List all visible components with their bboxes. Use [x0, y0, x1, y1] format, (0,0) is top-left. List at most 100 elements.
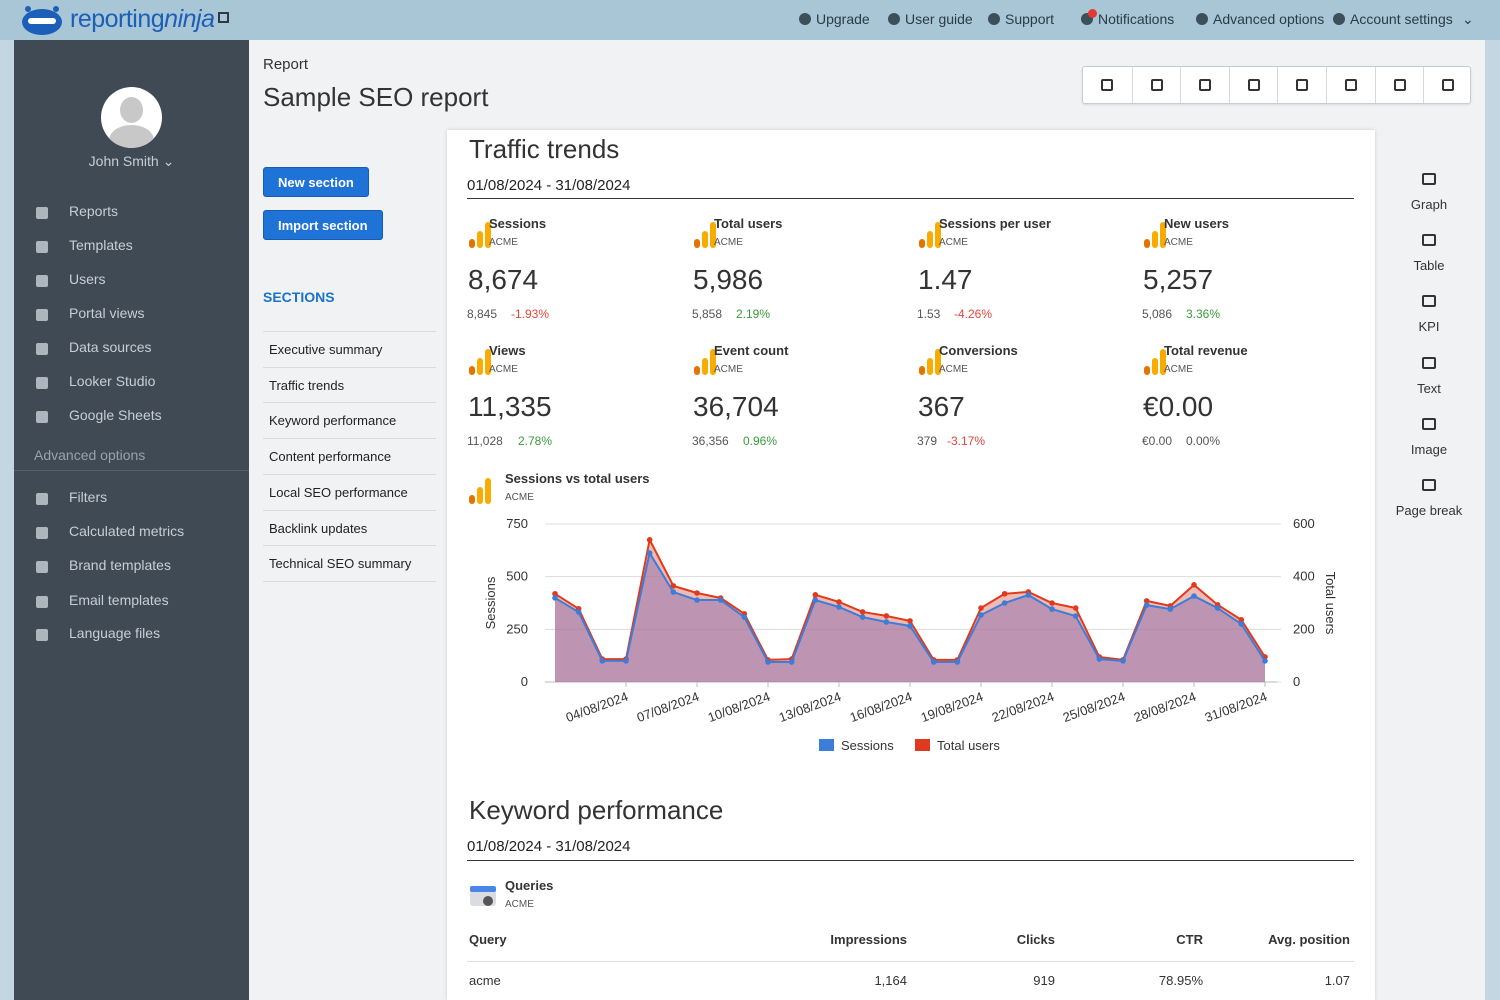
- point: [1072, 605, 1079, 611]
- point: [694, 590, 700, 596]
- y2-tick-label: 200: [1293, 621, 1315, 636]
- sidebar: John Smith ⌄ Reports Templates Users Portal…: [14, 40, 249, 1000]
- y-tick-label: 500: [506, 569, 528, 584]
- kpi-change: 2.19%: [736, 307, 771, 321]
- point: [1120, 658, 1126, 664]
- search-console-icon: [470, 886, 496, 906]
- toolbar-button[interactable]: [1083, 67, 1132, 103]
- nav-icon: [888, 13, 900, 25]
- y-axis-title: Sessions: [483, 576, 498, 629]
- menu-item[interactable]: Brand templates: [69, 557, 171, 573]
- kpi-source: ACME: [489, 237, 518, 248]
- palette-item[interactable]: Table: [1413, 258, 1445, 274]
- nav-item[interactable]: Support: [1005, 11, 1055, 27]
- table-cell: 1,164: [874, 973, 907, 988]
- menu-icon: [36, 241, 48, 253]
- nav-item[interactable]: User guide: [905, 11, 973, 27]
- badge: [1088, 9, 1097, 18]
- palette-icon: [1422, 234, 1436, 247]
- menu-item[interactable]: Google Sheets: [69, 407, 162, 423]
- section-item[interactable]: Content performance: [263, 438, 436, 473]
- point: [599, 658, 606, 664]
- toolbar-button[interactable]: [1326, 67, 1375, 103]
- point: [670, 583, 677, 589]
- nav-icon: [1333, 13, 1345, 25]
- toolbar-icon: [1296, 79, 1309, 91]
- menu-item[interactable]: Language files: [69, 625, 161, 641]
- kpi-name: Total revenue: [1164, 343, 1248, 358]
- menu-item[interactable]: Reports: [69, 203, 119, 219]
- nav-item[interactable]: Notifications: [1098, 11, 1175, 27]
- menu-item[interactable]: Templates: [69, 237, 133, 253]
- section-item[interactable]: Technical SEO summary: [263, 545, 436, 580]
- palette-item[interactable]: Page break: [1395, 503, 1463, 518]
- nav-item[interactable]: Account settings: [1350, 11, 1453, 27]
- menu-item[interactable]: Data sources: [69, 339, 152, 355]
- kpi-change: 0.96%: [743, 434, 778, 448]
- y2-tick-label: 400: [1293, 569, 1315, 584]
- kpi-name: Sessions: [489, 216, 547, 231]
- menu-item[interactable]: Looker Studio: [69, 373, 156, 389]
- kpi-change: 3.36%: [1186, 307, 1221, 321]
- palette-icon: [1422, 173, 1436, 185]
- x-tick-label: 25/08/2024: [1061, 689, 1127, 725]
- table-cell: 1.07: [1324, 973, 1350, 988]
- kpi-source: ACME: [1164, 364, 1193, 375]
- kpi-source: ACME: [939, 237, 968, 248]
- palette-item[interactable]: KPI: [1418, 319, 1440, 335]
- point: [694, 597, 700, 603]
- toolbar-icon: [1393, 79, 1406, 91]
- table-divider: [467, 961, 1354, 962]
- point: [836, 604, 842, 610]
- point: [670, 589, 677, 595]
- section-item[interactable]: Backlink updates: [263, 509, 436, 545]
- menu-item[interactable]: Email templates: [69, 592, 169, 608]
- palette-item[interactable]: Image: [1410, 441, 1448, 457]
- toolbar-button[interactable]: [1277, 67, 1326, 103]
- nav-item[interactable]: Upgrade: [816, 11, 870, 27]
- nav-item[interactable]: Advanced options: [1213, 11, 1325, 27]
- menu-icon: [36, 527, 48, 539]
- toolbar-button[interactable]: [1228, 67, 1278, 103]
- toolbar-button[interactable]: [1180, 67, 1229, 103]
- point: [1214, 605, 1221, 611]
- button[interactable]: Import section: [263, 210, 383, 240]
- point: [883, 619, 890, 625]
- widget-title: Queries: [505, 878, 554, 893]
- palette-icon: [1422, 479, 1436, 491]
- toolbar-button[interactable]: [1374, 67, 1424, 103]
- y2-tick-label: 600: [1293, 516, 1315, 531]
- toolbar-button[interactable]: [1423, 67, 1472, 103]
- section-item[interactable]: Local SEO performance: [263, 473, 436, 509]
- kpi-name: Conversions: [939, 343, 1018, 358]
- y2-axis-title: Total users: [1323, 572, 1338, 635]
- kpi-source: ACME: [714, 237, 743, 248]
- toolbar-button[interactable]: [1131, 67, 1181, 103]
- kpi-source: ACME: [1164, 237, 1193, 248]
- collapse-icon[interactable]: [218, 12, 229, 23]
- logo-text: ninja: [164, 5, 215, 33]
- section-item[interactable]: Keyword performance: [263, 402, 436, 437]
- palette-item[interactable]: Graph: [1410, 197, 1448, 212]
- kpi-source: ACME: [714, 364, 743, 375]
- menu-icon: [36, 629, 48, 641]
- y2-tick-label: 0: [1293, 674, 1300, 689]
- point: [859, 614, 866, 620]
- kpi-name: Event count: [714, 343, 789, 358]
- point: [575, 609, 582, 615]
- menu-item[interactable]: Calculated metrics: [69, 523, 185, 539]
- widget-source: ACME: [505, 899, 534, 910]
- button[interactable]: New section: [263, 167, 369, 197]
- menu-item[interactable]: Portal views: [69, 305, 145, 321]
- logo: reportingninja: [70, 5, 215, 34]
- menu-item[interactable]: Users: [69, 271, 106, 287]
- section-item[interactable]: Traffic trends: [263, 366, 436, 402]
- kpi-change: -3.17%: [947, 434, 986, 448]
- section-item[interactable]: Executive summary: [263, 331, 436, 366]
- kpi-change: -1.93%: [511, 307, 550, 321]
- palette-item[interactable]: Text: [1417, 380, 1441, 396]
- user-name[interactable]: John Smith ⌄: [88, 153, 175, 169]
- kpi-value: €0.00: [1143, 391, 1214, 422]
- divider: [263, 581, 436, 582]
- menu-item[interactable]: Filters: [69, 489, 108, 505]
